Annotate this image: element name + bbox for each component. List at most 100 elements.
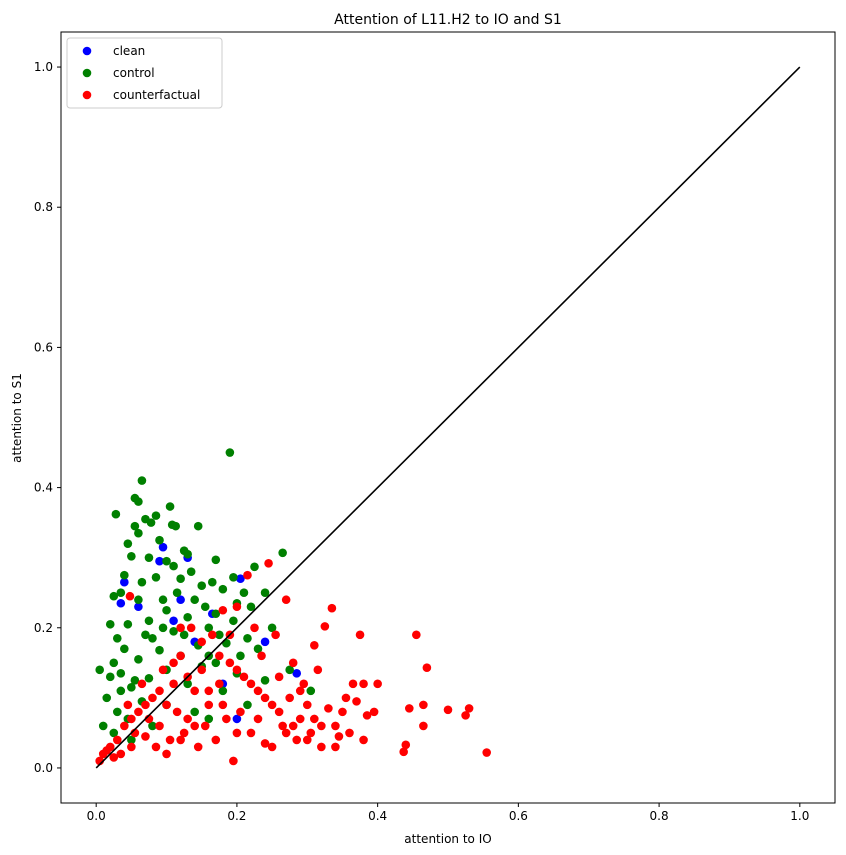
point-counterfactual-13 [362, 711, 372, 720]
point-clean-5 [292, 669, 302, 678]
point-control-21 [211, 555, 221, 565]
point-counterfactual-39 [267, 700, 277, 710]
point-counterfactual-4 [422, 663, 432, 673]
point-counterfactual-21 [331, 742, 340, 752]
point-counterfactual-52 [222, 714, 231, 724]
point-counterfactual-66 [172, 707, 182, 717]
legend-marker-control [82, 68, 92, 78]
point-counterfactual-115 [253, 714, 263, 724]
point-control-39 [211, 609, 221, 619]
point-counterfactual-57 [204, 700, 214, 710]
point-counterfactual-72 [151, 742, 161, 752]
point-control-18 [127, 551, 136, 561]
point-counterfactual-100 [331, 721, 340, 731]
point-counterfactual-36 [278, 721, 287, 731]
x-tick-label: 0.4 [368, 809, 387, 823]
point-counterfactual-15 [355, 630, 365, 640]
point-counterfactual-68 [165, 735, 175, 745]
reference-line-layer [95, 66, 801, 769]
point-control-77 [112, 707, 122, 717]
point-control-88 [172, 588, 182, 598]
point-counterfactual-12 [369, 707, 379, 717]
point-control-12 [146, 518, 156, 527]
point-counterfactual-67 [169, 679, 178, 689]
point-control-34 [134, 595, 143, 605]
point-counterfactual-2 [461, 711, 470, 720]
point-counterfactual-94 [246, 679, 256, 689]
point-counterfactual-11 [373, 679, 382, 689]
point-counterfactual-26 [313, 665, 323, 675]
point-control-31 [260, 588, 270, 598]
point-control-69 [183, 679, 192, 689]
point-control-94 [148, 633, 157, 643]
point-control-87 [158, 623, 168, 633]
point-control-62 [285, 665, 294, 675]
point-control-9 [171, 521, 180, 531]
point-control-0 [225, 448, 235, 457]
x-tick-label: 0.6 [509, 809, 528, 823]
point-counterfactual-16 [352, 697, 361, 706]
point-control-6 [151, 511, 161, 520]
point-clean-11 [232, 714, 242, 724]
point-control-53 [120, 644, 129, 654]
x-axis-label: attention to IO [404, 832, 491, 846]
point-control-67 [144, 673, 154, 683]
point-counterfactual-14 [359, 679, 368, 689]
point-counterfactual-62 [186, 623, 196, 633]
point-counterfactual-70 [158, 665, 168, 675]
point-clean-1 [120, 577, 129, 587]
point-counterfactual-38 [271, 630, 280, 640]
point-counterfactual-79 [127, 742, 136, 752]
point-counterfactual-45 [246, 728, 256, 738]
legend-label-clean: clean [113, 44, 145, 58]
point-counterfactual-81 [120, 721, 129, 731]
point-control-83 [127, 735, 136, 745]
point-counterfactual-43 [253, 686, 263, 696]
point-counterfactual-96 [274, 707, 284, 717]
point-control-40 [183, 612, 192, 622]
point-control-17 [278, 548, 287, 558]
point-control-13 [155, 535, 164, 545]
point-control-78 [190, 707, 199, 717]
point-control-58 [211, 658, 221, 668]
point-counterfactual-61 [190, 686, 199, 696]
point-control-43 [105, 619, 115, 629]
point-control-81 [109, 728, 119, 738]
point-control-19 [144, 553, 154, 562]
point-control-48 [141, 630, 150, 640]
point-control-97 [158, 595, 168, 605]
point-control-1 [137, 476, 147, 485]
point-control-3 [134, 497, 143, 506]
point-counterfactual-114 [232, 728, 242, 738]
point-counterfactual-89 [125, 591, 135, 601]
point-counterfactual-99 [317, 742, 326, 752]
point-clean-10 [116, 598, 126, 608]
point-control-35 [190, 595, 199, 605]
x-tick-label: 1.0 [790, 809, 809, 823]
point-counterfactual-47 [239, 672, 249, 682]
point-counterfactual-30 [299, 679, 309, 689]
point-counterfactual-87 [98, 749, 108, 759]
point-control-24 [120, 570, 129, 580]
x-tick-label: 0.0 [87, 809, 106, 823]
point-counterfactual-60 [193, 742, 203, 752]
legend-box [66, 37, 223, 109]
point-control-65 [116, 669, 126, 678]
point-counterfactual-6 [419, 721, 428, 731]
legend-marker-clean [82, 46, 92, 56]
point-control-52 [253, 644, 263, 654]
plot-frame [60, 31, 836, 804]
point-control-45 [204, 623, 214, 633]
point-counterfactual-50 [229, 756, 238, 766]
point-counterfactual-98 [302, 735, 312, 745]
point-counterfactual-113 [162, 749, 171, 759]
point-counterfactual-119 [310, 714, 319, 724]
point-control-47 [112, 633, 122, 643]
y-axis-ticks: 0.0 0.2 0.4 0.6 0.8 1.0 [34, 60, 61, 775]
point-clean-9 [134, 602, 143, 612]
point-control-46 [169, 626, 178, 636]
point-counterfactual-59 [197, 665, 207, 675]
x-tick-label: 0.8 [650, 809, 669, 823]
point-control-38 [162, 605, 171, 615]
